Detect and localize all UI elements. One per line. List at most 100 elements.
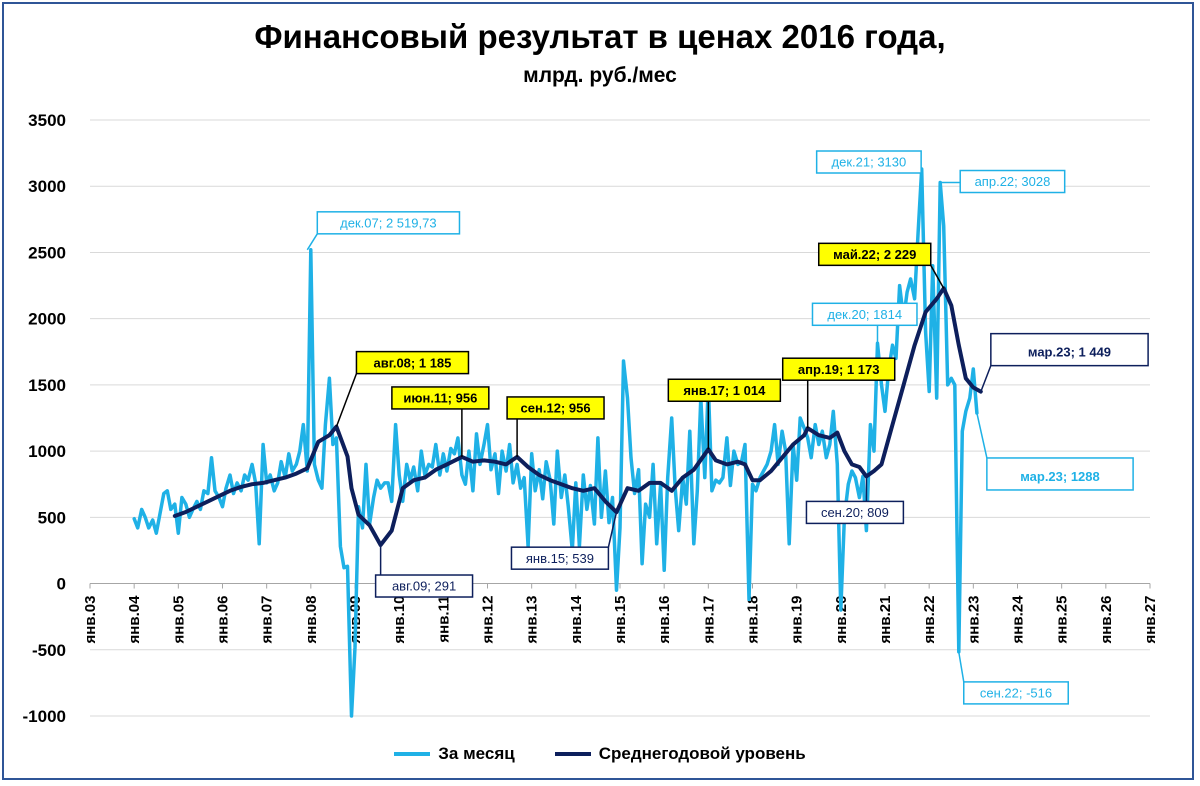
annotation-box — [510, 546, 610, 570]
x-tick-label: янв.27 — [1142, 596, 1159, 644]
chart-title: Финансовый результат в ценах 2016 года, — [254, 18, 946, 55]
annotation-box — [986, 457, 1134, 491]
annotation-label: апр.22; 3028 — [975, 174, 1051, 189]
x-tick-label: янв.16 — [656, 596, 673, 644]
x-tick-label: янв.19 — [789, 596, 806, 644]
x-tick-label: янв.20 — [833, 596, 850, 644]
x-tick-label: янв.05 — [170, 596, 187, 644]
annotation-label: авг.08; 1 185 — [374, 355, 452, 370]
x-tick-label: янв.14 — [568, 595, 585, 644]
legend-swatch-average — [554, 752, 591, 756]
annotation-label: дек.20; 1814 — [827, 307, 902, 322]
annotation-label: май.22; 2 229 — [833, 247, 916, 262]
annotation-box — [506, 396, 605, 420]
annotation-box — [316, 211, 461, 235]
annotation-label: сен.12; 956 — [521, 401, 591, 416]
annotation-callout: сен.20; 809 — [805, 476, 905, 525]
annotation-label: авг.09; 291 — [392, 579, 456, 594]
annotation-callout: янв.15; 539 — [510, 511, 618, 570]
y-tick-label: 2000 — [28, 310, 66, 329]
y-tick-label: -500 — [32, 641, 66, 660]
x-tick-label: янв.21 — [877, 596, 894, 644]
y-tick-label: 0 — [57, 575, 66, 594]
annotation-callout: авг.08; 1 185 — [335, 350, 470, 427]
annotation-leader — [976, 412, 988, 459]
legend: За месяц Среднегодовой уровень — [0, 744, 1200, 764]
annotation-callout: дек.21; 3130 — [815, 150, 922, 174]
annotation-label: янв.15; 539 — [526, 551, 594, 566]
annotation-callout: май.22; 2 229 — [817, 242, 945, 289]
annotation-label: мар.23; 1288 — [1020, 469, 1100, 484]
annotation-leader — [335, 373, 358, 427]
x-tick-label: янв.04 — [126, 595, 143, 644]
annotation-box — [805, 500, 905, 525]
annotation-label: дек.21; 3130 — [832, 155, 907, 170]
annotation-label: сен.22; -516 — [980, 686, 1052, 701]
annotation-box — [990, 332, 1149, 367]
legend-label-monthly: За месяц — [438, 744, 515, 763]
annotation-box — [374, 574, 474, 598]
annotation-label: дек.07; 2 519,73 — [340, 216, 436, 231]
series-line-monthly — [132, 167, 979, 718]
annotation-callout: сен.12; 956 — [506, 396, 605, 457]
annotation-label: апр.19; 1 173 — [798, 362, 880, 377]
annotation-callout: дек.20; 1814 — [811, 302, 918, 344]
annotation-callout: июн.11; 956 — [391, 386, 490, 457]
annotation-box — [811, 302, 918, 327]
x-tick-label: янв.11 — [435, 596, 452, 643]
annotation-label: мар.23; 1 449 — [1028, 344, 1111, 359]
annotation-callout: янв.17; 1 014 — [667, 378, 782, 450]
annotation-callout: сен.22; -516 — [958, 651, 1069, 705]
x-tick-label: янв.24 — [1010, 595, 1027, 644]
annotation-callout: апр.22; 3028 — [940, 169, 1066, 194]
x-tick-label: янв.03 — [82, 596, 99, 644]
x-tick-label: янв.22 — [921, 596, 938, 644]
annotation-box — [963, 681, 1069, 705]
y-tick-label: 1000 — [28, 442, 66, 461]
x-tick-label: янв.13 — [524, 596, 541, 644]
annotation-label: сен.20; 809 — [821, 505, 889, 520]
x-tick-label: янв.12 — [480, 596, 497, 644]
annotation-box — [815, 150, 922, 174]
annotation-callout: апр.19; 1 173 — [781, 357, 896, 429]
y-tick-label: 3000 — [28, 177, 66, 196]
annotation-leader — [306, 233, 318, 251]
x-axis-ticks: янв.03 янв.04 янв.05 янв.06 янв.07 янв.08 янв.… — [82, 583, 1159, 644]
x-tick-label: янв.07 — [259, 596, 276, 644]
annotation-box — [667, 378, 782, 403]
series-line-average — [172, 286, 983, 547]
annotation-callout: мар.23; 1288 — [976, 412, 1134, 491]
x-tick-label: янв.17 — [700, 596, 717, 644]
annotation-label: июн.11; 956 — [403, 391, 477, 406]
annotation-callout: дек.07; 2 519,73 — [306, 211, 461, 251]
x-tick-label: янв.10 — [391, 596, 408, 644]
annotation-box — [355, 350, 470, 375]
y-tick-label: 3500 — [28, 111, 66, 130]
annotation-box — [391, 386, 490, 410]
x-tick-label: янв.06 — [215, 596, 232, 644]
annotation-leader — [607, 511, 618, 548]
annotation-box — [817, 242, 932, 267]
annotation-box — [959, 169, 1066, 194]
y-tick-label: 500 — [38, 508, 66, 527]
legend-item-average: Среднегодовой уровень — [554, 744, 806, 764]
series-lines — [132, 167, 983, 718]
y-tick-label: -1000 — [23, 707, 66, 726]
y-tick-label: 2500 — [28, 243, 66, 262]
annotation-callout: авг.09; 291 — [374, 545, 474, 598]
legend-label-average: Среднегодовой уровень — [598, 744, 806, 763]
annotation-leader — [980, 365, 992, 392]
x-tick-label: янв.08 — [303, 596, 320, 644]
annotation-leader — [958, 651, 965, 683]
annotation-box — [781, 357, 896, 381]
y-tick-label: 1500 — [28, 376, 66, 395]
data-annotations: дек.07; 2 519,73 авг.08; 1 185 июн.11; 956… — [306, 150, 1149, 705]
x-tick-label: янв.25 — [1054, 596, 1071, 644]
annotation-leader — [930, 264, 945, 289]
annotation-callout: мар.23; 1 449 — [980, 332, 1149, 392]
annotation-label: янв.17; 1 014 — [683, 383, 766, 398]
x-tick-label: янв.26 — [1098, 596, 1115, 644]
x-tick-label: янв.18 — [745, 596, 762, 644]
